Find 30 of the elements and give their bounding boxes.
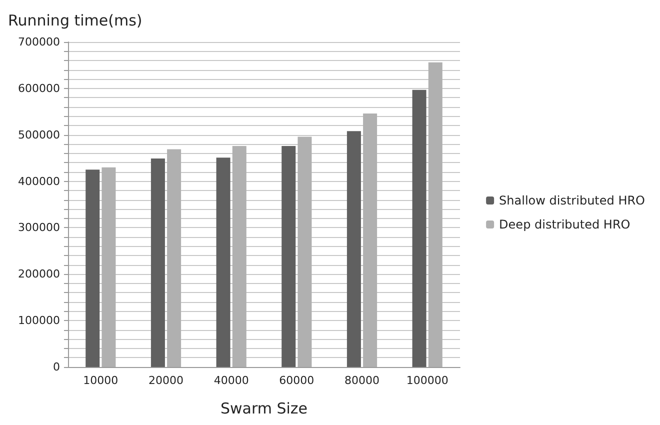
y-tick-label: 600000 (18, 82, 60, 95)
bar (216, 158, 230, 367)
x-axis-title: Swarm Size (220, 400, 308, 418)
x-tick-label: 80000 (344, 374, 380, 387)
y-tick-label: 200000 (18, 268, 60, 281)
y-axis-title: Running time(ms) (8, 12, 142, 30)
bar (102, 167, 116, 367)
x-tick-label: 20000 (148, 374, 184, 387)
y-tick-label: 100000 (18, 314, 60, 328)
x-tick-label: 100000 (406, 374, 448, 387)
y-tick-label: 500000 (18, 128, 60, 142)
bar (412, 90, 426, 367)
y-tick-label: 0 (53, 360, 60, 374)
bar (167, 149, 182, 367)
y-tick-label: 300000 (18, 221, 60, 234)
bar (86, 170, 100, 367)
bar (363, 114, 378, 367)
bar (428, 62, 442, 367)
bar (150, 158, 165, 367)
x-tick-label: 10000 (83, 374, 118, 387)
x-tick-label: 40000 (214, 374, 249, 387)
y-tick-label: 700000 (18, 36, 60, 48)
bar (346, 131, 361, 367)
bar (232, 146, 246, 367)
x-tick-label: 60000 (279, 374, 314, 387)
y-tick-label: 400000 (18, 174, 60, 188)
legend-label: Deep distributed HRO (499, 218, 630, 232)
bar (282, 146, 296, 367)
bar (298, 136, 312, 367)
legend-label: Shallow distributed HRO (499, 194, 646, 208)
